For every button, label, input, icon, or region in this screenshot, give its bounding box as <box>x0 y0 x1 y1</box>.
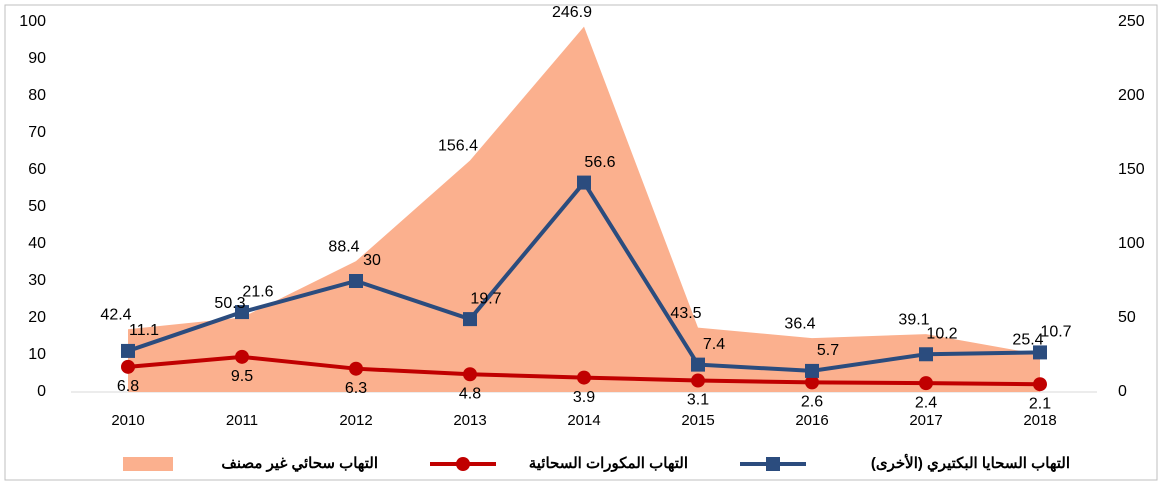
legend-label: التهاب سحائي غير مصنف <box>221 455 378 473</box>
data-label: 25.4 <box>1012 332 1043 349</box>
data-label: 5.7 <box>817 342 839 359</box>
marker <box>463 367 477 382</box>
marker <box>805 375 819 390</box>
data-label: 3.9 <box>573 389 595 406</box>
x-tick-label: 2018 <box>1023 412 1056 429</box>
data-label: 21.6 <box>242 283 273 300</box>
marker <box>691 357 705 372</box>
y-tick-label: 0 <box>37 383 46 400</box>
x-tick-label: 2017 <box>909 412 942 429</box>
x-tick-label: 2016 <box>795 412 828 429</box>
data-label: 36.4 <box>784 315 815 332</box>
data-label: 4.8 <box>459 385 481 402</box>
marker <box>349 361 363 376</box>
marker <box>919 376 933 391</box>
y-tick-label: 90 <box>28 50 46 67</box>
marker <box>919 347 933 362</box>
x-tick-label: 2012 <box>339 412 372 429</box>
data-label: 2.6 <box>801 394 823 411</box>
data-label: 30 <box>363 252 381 269</box>
y-tick-label: 100 <box>19 13 46 30</box>
x-tick-label: 2014 <box>567 412 600 429</box>
x-tick-label: 2015 <box>681 412 714 429</box>
y2-tick-label: 200 <box>1118 87 1145 104</box>
marker <box>121 359 135 374</box>
data-label: 11.1 <box>129 322 159 339</box>
legend-swatch <box>123 457 173 471</box>
y2-tick-label: 100 <box>1118 235 1145 252</box>
data-label: 10.7 <box>1040 324 1071 341</box>
x-tick-label: 2013 <box>453 412 486 429</box>
marker <box>463 312 477 327</box>
legend-marker <box>456 457 470 471</box>
y-tick-label: 20 <box>28 309 46 326</box>
data-label: 43.5 <box>670 305 701 322</box>
y2-tick-label: 50 <box>1118 309 1136 326</box>
data-label: 6.8 <box>117 378 139 395</box>
marker <box>577 370 591 385</box>
data-label: 10.2 <box>926 325 957 342</box>
x-tick-label: 2010 <box>111 412 144 429</box>
y2-tick-label: 0 <box>1118 383 1127 400</box>
y2-tick-label: 150 <box>1118 161 1145 178</box>
marker <box>235 305 249 320</box>
data-label: 56.6 <box>584 154 615 171</box>
data-label: 7.4 <box>703 336 725 353</box>
marker <box>121 343 135 358</box>
marker <box>577 175 591 190</box>
data-label: 156.4 <box>438 138 478 155</box>
marker <box>691 373 705 388</box>
data-label: 6.3 <box>345 380 367 397</box>
legend-label: التهاب السحايا البكتيري (الأخرى) <box>871 453 1070 473</box>
data-label: 19.7 <box>470 290 501 307</box>
data-label: 50.3 <box>214 295 245 312</box>
data-label: 2.1 <box>1029 395 1051 412</box>
y-tick-label: 70 <box>28 124 46 141</box>
legend-marker <box>766 457 780 471</box>
data-label: 3.1 <box>687 392 709 409</box>
marker <box>1033 345 1047 360</box>
y-tick-label: 50 <box>28 198 46 215</box>
data-label: 9.5 <box>231 368 253 385</box>
marker <box>235 349 249 364</box>
legend-label: التهاب المكورات السحائية <box>529 455 688 472</box>
data-label: 2.4 <box>915 394 937 411</box>
data-label: 246.9 <box>552 4 592 21</box>
y2-tick-label: 250 <box>1118 13 1145 30</box>
marker <box>349 274 363 288</box>
y-tick-label: 80 <box>28 87 46 104</box>
data-label: 88.4 <box>328 238 359 255</box>
x-tick-label: 2011 <box>226 412 258 429</box>
y-tick-label: 60 <box>28 161 46 178</box>
marker <box>1033 377 1047 392</box>
data-label: 42.4 <box>100 306 131 323</box>
y-tick-label: 10 <box>28 346 46 363</box>
area <box>128 26 1040 392</box>
y-tick-label: 40 <box>28 235 46 252</box>
data-label: 39.1 <box>898 311 929 328</box>
marker <box>805 363 819 378</box>
y-tick-label: 30 <box>28 272 46 289</box>
